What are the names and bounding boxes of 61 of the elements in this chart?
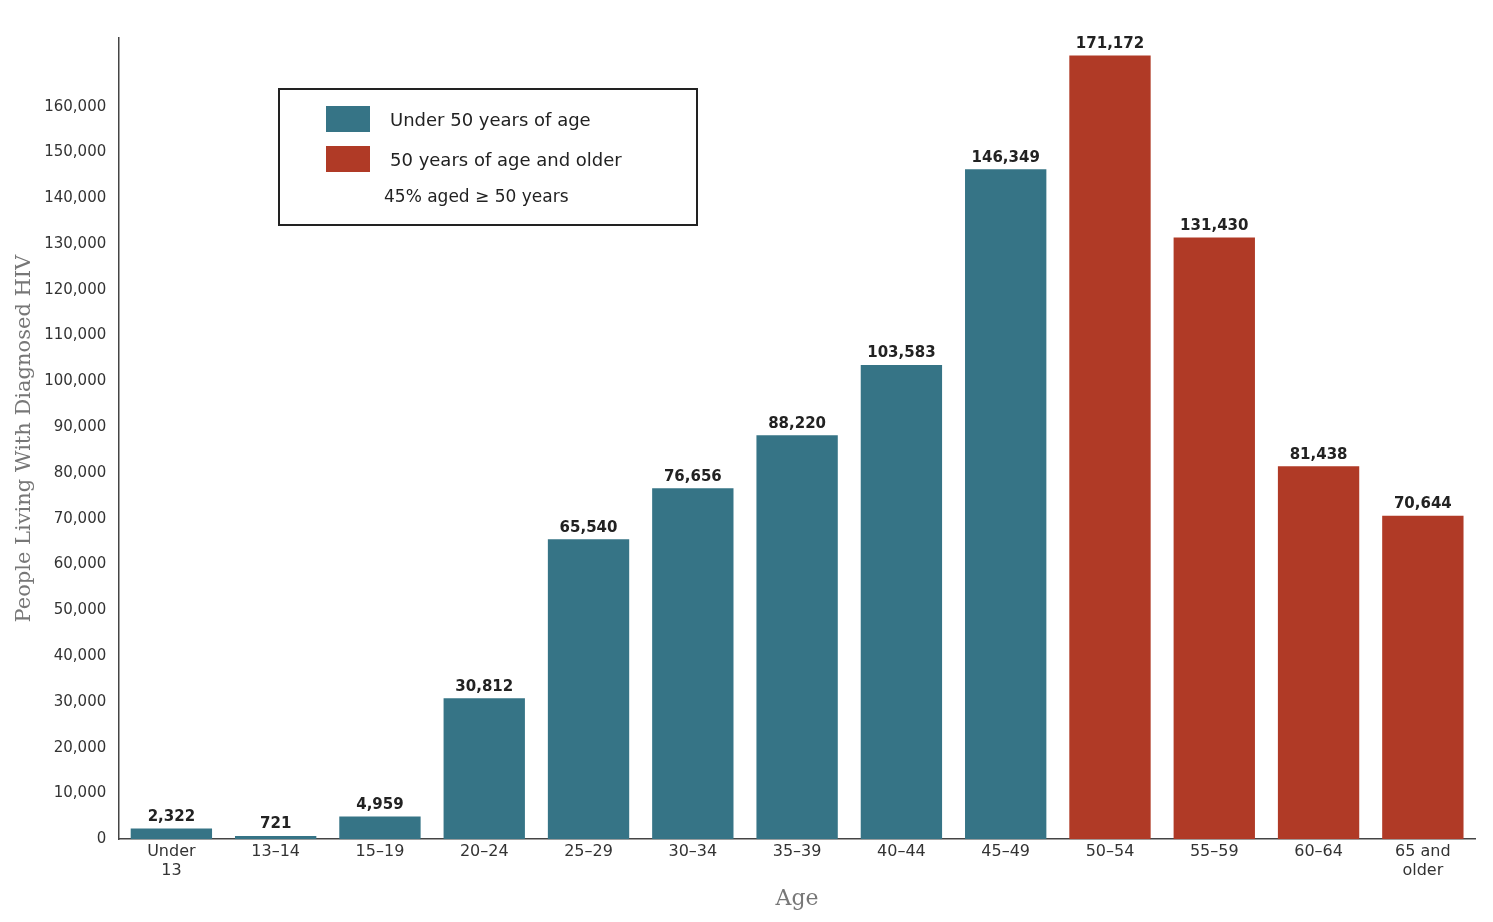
x-tick-label: 45–49 [981,840,1031,860]
data-label: 81,438 [1289,444,1348,463]
x-tick-label: 55–59 [1189,840,1239,860]
y-tick-label: 150,000 [44,142,107,161]
y-tick-label: 10,000 [53,783,107,802]
bar [1277,466,1360,840]
y-tick-label: 60,000 [53,554,107,573]
bar [756,435,838,840]
bar [1069,55,1151,840]
y-tick-label: 40,000 [53,645,107,664]
y-axis-title: People Living With Diagnosed HIV [11,253,36,623]
y-tick-label: 70,000 [53,508,107,527]
y-tick-label: 80,000 [53,462,107,481]
data-label: 131,430 [1180,215,1249,234]
y-tick-label: 50,000 [53,600,107,619]
data-label: 65,540 [559,517,618,536]
x-tick-label: 35–39 [772,840,822,860]
data-label: 4,959 [356,794,404,813]
y-tick-label: 0 [96,829,107,848]
bar [443,698,525,840]
y-tick-label: 140,000 [44,188,107,207]
bar [860,364,943,840]
data-label: 721 [260,814,292,833]
x-tick-label: 30–34 [668,840,718,860]
y-tick-label: 160,000 [44,96,107,115]
x-tick-label: 65 and older [1395,840,1451,880]
x-axis-title: Age [774,884,819,910]
data-label: 2,322 [147,806,196,825]
bar [130,828,213,840]
bar [652,488,734,840]
x-tick-label: 60–64 [1294,840,1343,860]
legend-label: 50 years of age and older [390,148,622,170]
data-label: 70,644 [1393,494,1452,513]
annotation: 45% aged ≥ 50 years [384,186,570,206]
data-label: 88,220 [768,413,827,432]
y-tick-label: 100,000 [44,371,107,390]
y-tick-label: 130,000 [44,233,107,252]
x-tick-label: 20–24 [459,840,509,860]
x-tick-label: 50–54 [1085,840,1135,860]
legend-label: Under 50 years of age [390,108,591,130]
x-tick-label: 25–29 [564,840,613,860]
bar [547,539,630,840]
x-tick-label: 40–44 [877,840,926,860]
bar [965,169,1047,840]
bar [234,835,317,840]
bar [1382,515,1464,840]
x-tick-label: Under 13 [147,840,197,880]
data-label: 171,172 [1075,33,1145,52]
data-label: 103,583 [867,343,936,362]
y-tick-label: 20,000 [53,737,107,756]
x-tick-label: 13–14 [251,840,301,860]
y-tick-label: 30,000 [53,691,107,710]
y-tick-label: 110,000 [44,325,107,344]
bar [339,816,421,840]
data-label: 146,349 [971,147,1040,166]
data-label: 30,812 [455,676,514,695]
y-tick-label: 120,000 [44,279,107,298]
y-tick-label: 90,000 [53,417,107,436]
bar [1173,237,1255,840]
data-label: 76,656 [663,466,722,485]
x-tick-label: 15–19 [355,840,405,860]
